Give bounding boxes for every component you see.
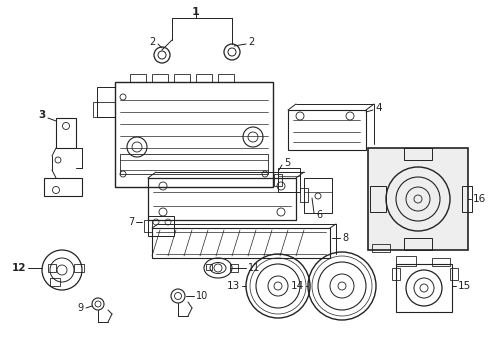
Bar <box>115 82 272 187</box>
Text: 14: 14 <box>290 281 304 291</box>
Bar <box>369 186 385 212</box>
Bar <box>143 220 152 232</box>
Bar <box>44 178 82 196</box>
Bar <box>48 264 56 272</box>
Bar <box>278 168 299 192</box>
Bar <box>304 178 331 213</box>
Text: 9: 9 <box>78 303 84 313</box>
Text: 2: 2 <box>148 37 155 47</box>
Bar <box>152 74 168 82</box>
Text: 12: 12 <box>12 263 26 273</box>
Bar <box>371 244 389 252</box>
Bar <box>403 238 431 250</box>
Text: 15: 15 <box>457 281 470 291</box>
Bar <box>367 148 467 250</box>
Text: 6: 6 <box>315 210 322 220</box>
Bar <box>218 74 234 82</box>
Bar <box>174 74 190 82</box>
Bar <box>395 256 415 266</box>
Bar <box>56 118 76 148</box>
Text: 8: 8 <box>341 233 347 243</box>
Bar <box>449 268 457 280</box>
Bar <box>273 174 282 186</box>
Bar <box>97 87 115 117</box>
Bar <box>391 268 399 280</box>
Text: 4: 4 <box>374 103 381 113</box>
Text: 11: 11 <box>247 263 260 273</box>
Bar <box>120 154 267 174</box>
Text: 13: 13 <box>226 281 240 291</box>
Bar <box>148 178 295 220</box>
Text: 5: 5 <box>284 158 290 168</box>
Text: 1: 1 <box>192 7 200 17</box>
Text: 10: 10 <box>196 291 208 301</box>
Bar <box>229 264 238 272</box>
Text: 3: 3 <box>38 110 45 120</box>
Bar <box>93 102 115 117</box>
Bar <box>74 264 84 272</box>
Bar <box>287 110 365 150</box>
Bar <box>403 148 431 160</box>
Bar <box>152 228 329 258</box>
Text: 2: 2 <box>247 37 254 47</box>
Bar <box>148 216 174 236</box>
Bar <box>50 278 60 286</box>
Bar <box>299 188 307 202</box>
Text: 16: 16 <box>472 194 485 204</box>
Bar <box>431 258 449 266</box>
Text: 7: 7 <box>127 217 134 227</box>
Bar <box>205 264 212 270</box>
Bar <box>130 74 146 82</box>
Bar <box>196 74 212 82</box>
Bar <box>395 264 451 312</box>
Bar <box>461 186 471 212</box>
